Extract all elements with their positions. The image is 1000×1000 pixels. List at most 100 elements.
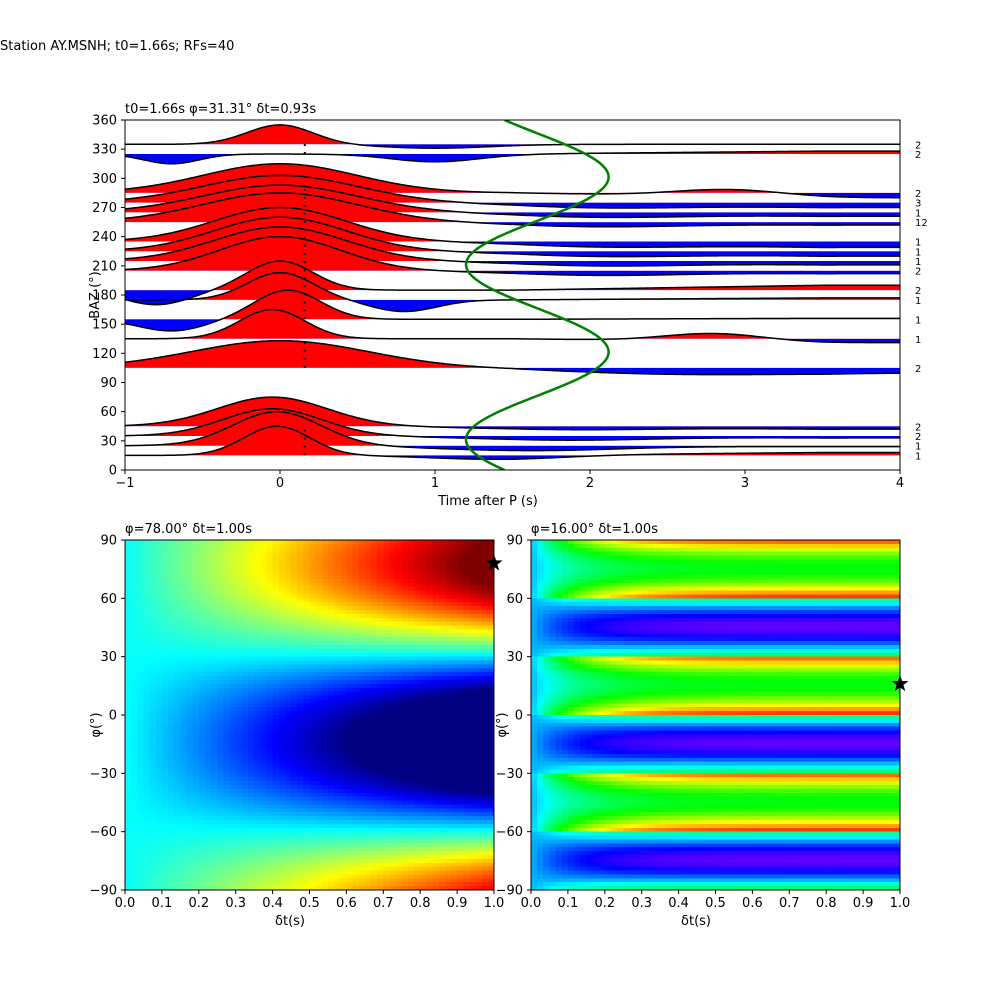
rf-trace-line [125, 226, 900, 267]
rf-count-label: 1 [915, 335, 921, 346]
rf-trace-25 [125, 410, 900, 452]
rf-trace-line [125, 150, 900, 165]
heatmap-left-y-label: φ(°) [89, 712, 104, 737]
rf-trace-line [125, 192, 900, 228]
rf-count-label: 2 [915, 422, 921, 433]
rf-positive-fill [125, 340, 500, 368]
rf-trace-335 [125, 124, 900, 149]
heatmap-right-y-tick-label: −90 [496, 884, 523, 899]
rf-negative-fill [125, 426, 900, 430]
rf-x-tick-label: 1 [431, 476, 439, 491]
heatmap-left-x-tick-label: 0.3 [225, 896, 246, 911]
heatmap-right-y-tick-label: 90 [506, 534, 523, 549]
heatmap-right-title: φ=16.00° δt=1.00s [531, 522, 658, 537]
rf-count-label: 2 [915, 432, 921, 443]
heatmap-right-y-tick-label: 0 [515, 709, 523, 724]
rf-count-label: 2 [915, 364, 921, 375]
rf-panel: t0=1.66s φ=31.31° δt=0.93s −1 0 1 2 3 4030609… [88, 102, 928, 509]
rf-trace-line [125, 206, 900, 249]
heatmap-right-x-tick-label: 0.1 [558, 896, 579, 911]
rf-y-tick-label: 120 [92, 347, 117, 362]
rf-trace-105 [125, 339, 900, 376]
heatmap-right-x-tick-label: 0.6 [742, 896, 763, 911]
rf-count-label: 2 [915, 267, 921, 278]
rf-trace-135 [125, 308, 900, 344]
rf-x-axis-label: Time after P (s) [437, 494, 538, 509]
rf-negative-fill [125, 338, 900, 343]
heatmap-right-x-tick-label: 0.5 [705, 896, 726, 911]
rf-trace-line [125, 410, 900, 452]
rf-positive-fill [125, 236, 900, 271]
rf-negative-fill [125, 241, 900, 248]
heatmap-left-x-tick-label: 0.7 [373, 896, 394, 911]
rf-negative-fill [125, 154, 900, 164]
rf-count-label: 1 [915, 296, 921, 307]
rf-count-label: 1 [915, 247, 921, 258]
heatmap-left-y-tick-label: 90 [100, 534, 117, 549]
heatmap-left-y-tick-label: 30 [100, 650, 117, 665]
heatmap-left: 0.0 0.1 0.2 0.3 0.4 0.5 0.6 0.7 0.8 0.9 1.0 −90 −60 −… [90, 534, 505, 912]
rf-count-label: 1 [915, 451, 921, 462]
rf-x-tick-label: 0 [276, 476, 284, 491]
rf-count-label: 1 [915, 315, 921, 326]
rf-count-label: 2 [915, 189, 921, 200]
rf-positive-fill [546, 151, 900, 155]
rf-count-label: 3 [915, 199, 921, 210]
heatmap-right-x-tick-label: 0.2 [594, 896, 615, 911]
heatmap-left-x-tick-label: 0.1 [152, 896, 173, 911]
model-delay-curve [464, 120, 610, 470]
rf-negative-fill [125, 192, 900, 198]
rf-x-tick-label: −1 [115, 476, 134, 491]
heatmap-right-panel: φ=16.00° δt=1.00s 0.0 0.1 0.2 0.3 0.4 0.5 0.6 0… [495, 522, 910, 929]
rf-y-tick-label: 360 [92, 114, 117, 129]
rf-negative-fill [125, 455, 900, 460]
heatmap-left-y-tick-label: 0 [109, 709, 117, 724]
rf-y-tick-label: 30 [100, 434, 117, 449]
rf-trace-line [125, 235, 900, 277]
rf-trace-175 [125, 271, 900, 313]
heatmap-right: 0.0 0.1 0.2 0.3 0.4 0.5 0.6 0.7 0.8 0.9 1.0 −90 −60 −… [496, 534, 911, 912]
rf-negative-fill [125, 367, 900, 375]
rf-negative-fill [125, 290, 900, 305]
rf-trace-line [125, 396, 900, 431]
rf-positive-fill [125, 411, 900, 446]
rf-y-tick-label: 180 [92, 289, 117, 304]
rf-trace-line [125, 124, 900, 149]
rf-positive-fill [131, 426, 900, 456]
rf-x-tick-label: 4 [896, 476, 904, 491]
rf-count-label: 2 [915, 286, 921, 297]
rf-trace-line [125, 289, 900, 332]
heatmap-right-x-tick-label: 0.8 [816, 896, 837, 911]
heatmap-left-y-tick-label: 60 [100, 592, 117, 607]
rf-y-tick-label: 210 [92, 259, 117, 274]
heatmap-right-y-tick-label: 30 [506, 650, 523, 665]
rf-trace-line [125, 425, 900, 461]
figure-title: Station AY.MSNH; t0=1.66s; RFs=40 [0, 39, 234, 54]
rf-trace-line [125, 174, 900, 209]
heatmap-left-best-fit-star [485, 554, 503, 571]
rf-y-tick-label: 90 [100, 376, 117, 391]
heatmap-right-x-tick-label: 0.0 [521, 896, 542, 911]
rf-trace-line [125, 162, 900, 199]
heatmap-right-best-fit-star [891, 674, 909, 692]
rf-y-tick-label: 270 [92, 201, 117, 216]
rf-trace-line [125, 184, 900, 219]
rf-negative-fill [388, 445, 900, 451]
heatmap-right-x-tick-label: 0.7 [779, 896, 800, 911]
rf-trace-line [125, 339, 900, 376]
rf-y-tick-label: 330 [92, 143, 117, 158]
rf-trace-15 [125, 425, 900, 461]
heatmap-left-cells [125, 540, 495, 891]
rf-trace-line [125, 216, 900, 258]
rf-panel-title: t0=1.66s φ=31.31° δt=0.93s [125, 102, 316, 117]
rf-trace-line [125, 271, 900, 313]
rf-trace-205 [125, 235, 900, 277]
rf-y-tick-label: 240 [92, 230, 117, 245]
heatmap-left-y-tick-label: −30 [90, 767, 117, 782]
heatmap-left-x-label: δt(s) [275, 914, 305, 929]
rf-y-tick-label: 60 [100, 405, 117, 420]
rf-count-label: 2 [915, 140, 921, 151]
heatmap-left-title: φ=78.00° δt=1.00s [125, 522, 252, 537]
rf-negative-fill [349, 299, 518, 312]
